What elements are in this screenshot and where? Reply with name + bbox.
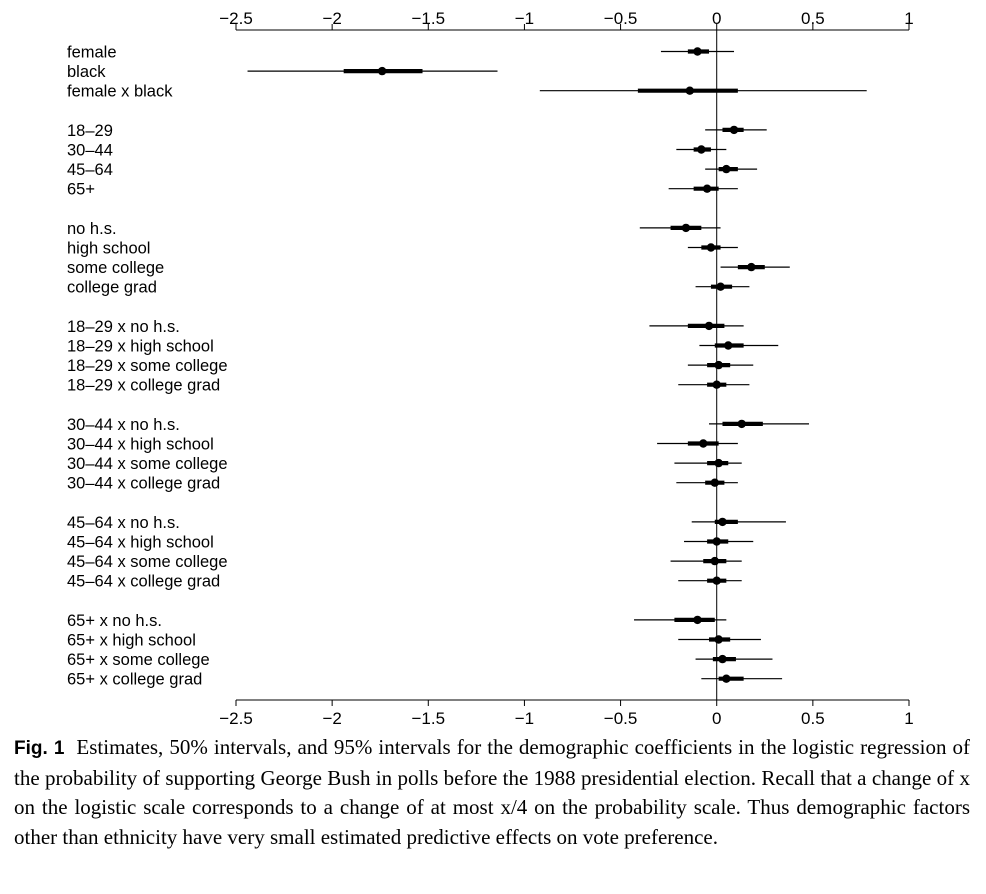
row-label: 65+ x no h.s. <box>67 612 162 630</box>
estimate-point <box>714 635 723 644</box>
estimate-point <box>710 556 719 566</box>
row-label: 30–44 x college grad <box>67 475 220 493</box>
estimate-point <box>685 86 694 95</box>
estimate-point <box>737 419 746 429</box>
top-tick-label: −2 <box>322 9 341 28</box>
estimate-point <box>710 478 719 487</box>
row-label: no h.s. <box>67 220 117 238</box>
bottom-tick-label: 0 <box>712 709 721 725</box>
row-label: 30–44 <box>67 142 113 160</box>
top-tick-label: 0.5 <box>801 9 825 28</box>
row-label: 18–29 <box>67 122 113 140</box>
bottom-tick-label: 0.5 <box>801 709 825 725</box>
estimate-point <box>714 458 723 468</box>
caption-text: Estimates, 50% intervals, and 95% interv… <box>14 735 970 849</box>
estimate-point <box>706 243 716 252</box>
row-label: 18–29 x college grad <box>67 377 220 395</box>
bottom-tick-label: −1.5 <box>412 709 446 725</box>
figure-label: Fig. 1 <box>14 738 65 759</box>
coefficient-interval-plot: −2.5 −2 −1.5 −1 −0.5 0 0.5 1 −2.5 −2 −1.5 −1 −0.5 0 0.… <box>67 9 914 725</box>
interval-marks <box>247 47 867 683</box>
estimate-point <box>699 439 708 448</box>
row-label: 45–64 x high school <box>67 534 214 552</box>
row-label: 65+ x high school <box>67 632 196 650</box>
row-label: 45–64 <box>67 161 113 179</box>
row-label: 18–29 x no h.s. <box>67 318 180 336</box>
row-label: some college <box>67 259 164 277</box>
estimate-point <box>718 654 727 664</box>
estimate-point <box>712 537 721 546</box>
top-tick-label: −1 <box>515 9 534 28</box>
estimate-point <box>714 360 723 370</box>
row-label: 45–64 x some college <box>67 553 228 571</box>
row-label: 18–29 x some college <box>67 357 228 375</box>
estimate-point <box>722 164 731 174</box>
estimate-point <box>718 517 727 527</box>
estimate-point <box>747 262 756 272</box>
estimate-point <box>693 615 702 625</box>
estimate-point <box>712 380 721 389</box>
bottom-tick-label: −1 <box>515 709 534 725</box>
row-label: 18–29 x high school <box>67 338 214 356</box>
estimate-point <box>729 125 739 135</box>
row-label: 45–64 x college grad <box>67 573 220 591</box>
row-label: 45–64 x no h.s. <box>67 514 180 532</box>
row-label: 30–44 x some college <box>67 455 228 473</box>
row-label: high school <box>67 240 150 258</box>
estimate-point <box>377 66 387 76</box>
estimate-point <box>716 282 725 291</box>
estimate-point <box>697 145 706 154</box>
estimate-point <box>681 223 691 233</box>
top-tick-label: −0.5 <box>604 9 638 28</box>
row-label: 30–44 x high school <box>67 436 214 454</box>
row-label: black <box>67 63 106 81</box>
bottom-tick-label: 1 <box>904 709 913 725</box>
top-tick-label: 1 <box>904 9 913 28</box>
row-label: college grad <box>67 279 157 297</box>
figure-caption: Fig. 1 Estimates, 50% intervals, and 95% … <box>14 733 970 852</box>
estimate-point <box>704 321 714 331</box>
top-tick-label: −2.5 <box>219 9 253 28</box>
estimate-point <box>724 341 733 350</box>
estimate-point <box>722 674 731 683</box>
row-label: 30–44 x no h.s. <box>67 416 180 434</box>
bottom-tick-label: −2 <box>322 709 341 725</box>
estimate-point <box>702 184 712 193</box>
top-tick-label: −1.5 <box>412 9 446 28</box>
row-label: female <box>67 44 117 62</box>
estimate-point <box>693 47 702 56</box>
top-tick-label: 0 <box>712 9 721 28</box>
row-label: 65+ x college grad <box>67 671 202 689</box>
bottom-tick-label: −0.5 <box>604 709 638 725</box>
row-label: 65+ x some college <box>67 651 210 669</box>
row-label: 65+ <box>67 181 95 199</box>
row-label: female x black <box>67 83 173 101</box>
axes: −2.5 −2 −1.5 −1 −0.5 0 0.5 1 −2.5 −2 −1.5 −1 −0.5 0 0.… <box>219 9 914 725</box>
bottom-tick-label: −2.5 <box>219 709 253 725</box>
estimate-point <box>712 576 721 585</box>
